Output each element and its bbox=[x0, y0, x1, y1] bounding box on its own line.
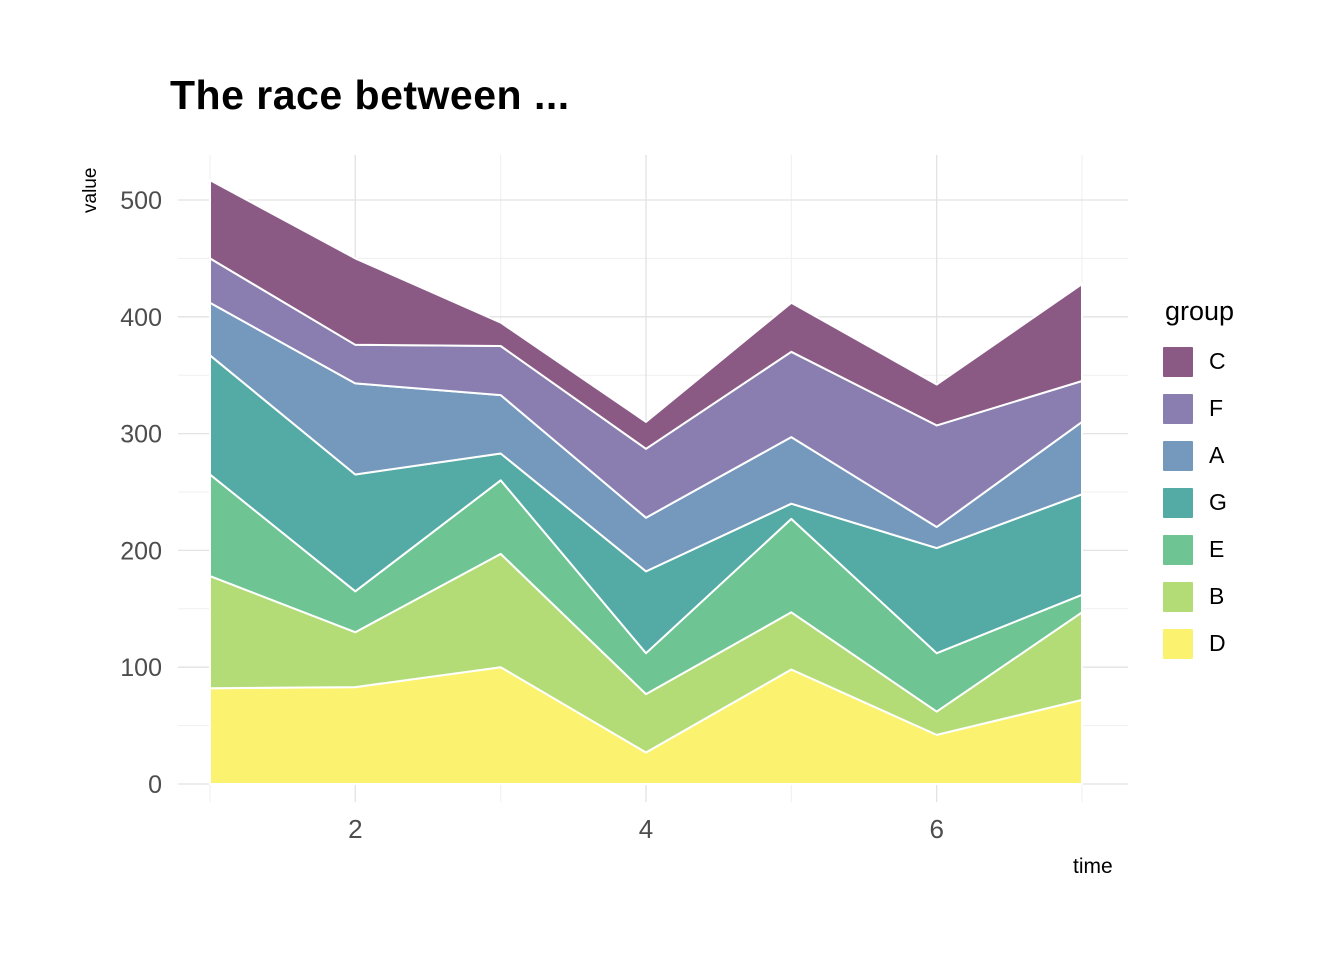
y-axis-label: value bbox=[80, 167, 101, 213]
legend-swatch-D bbox=[1163, 628, 1193, 659]
legend-item-E: E bbox=[1163, 531, 1234, 568]
y-tick-label: 0 bbox=[148, 771, 162, 799]
legend-label: D bbox=[1209, 630, 1226, 656]
legend-label: F bbox=[1209, 395, 1224, 421]
legend-swatch-F bbox=[1163, 393, 1193, 424]
x-tick-label: 2 bbox=[348, 814, 362, 844]
legend-label: E bbox=[1209, 536, 1225, 562]
area-band-C bbox=[209, 179, 1083, 450]
y-tick-label: 300 bbox=[120, 421, 162, 449]
legend-swatch-A bbox=[1163, 440, 1193, 471]
legend-item-F: F bbox=[1163, 390, 1234, 427]
legend-item-G: G bbox=[1163, 484, 1234, 521]
y-tick-label: 200 bbox=[120, 537, 162, 565]
legend-swatch-C bbox=[1163, 346, 1193, 377]
y-tick-label: 400 bbox=[120, 304, 162, 332]
legend-swatch-G bbox=[1163, 487, 1193, 518]
legend-label: G bbox=[1209, 489, 1227, 515]
y-tick-label: 100 bbox=[120, 654, 162, 682]
x-tick-label: 4 bbox=[639, 814, 653, 844]
chart-title: The race between ... bbox=[170, 72, 570, 118]
legend-swatch-B bbox=[1163, 581, 1193, 612]
legend-swatch-E bbox=[1163, 534, 1193, 565]
legend-item-B: B bbox=[1163, 578, 1234, 615]
y-tick-label: 500 bbox=[120, 187, 162, 215]
legend-label: C bbox=[1209, 348, 1226, 374]
x-tick-label: 6 bbox=[929, 814, 943, 844]
x-axis-label: time bbox=[1073, 855, 1113, 878]
legend-item-C: C bbox=[1163, 343, 1234, 380]
legend-label: A bbox=[1209, 442, 1225, 468]
legend-item-D: D bbox=[1163, 625, 1234, 662]
legend-title: group bbox=[1165, 296, 1235, 326]
legend-label: B bbox=[1209, 583, 1225, 609]
legend-item-A: A bbox=[1163, 437, 1234, 474]
